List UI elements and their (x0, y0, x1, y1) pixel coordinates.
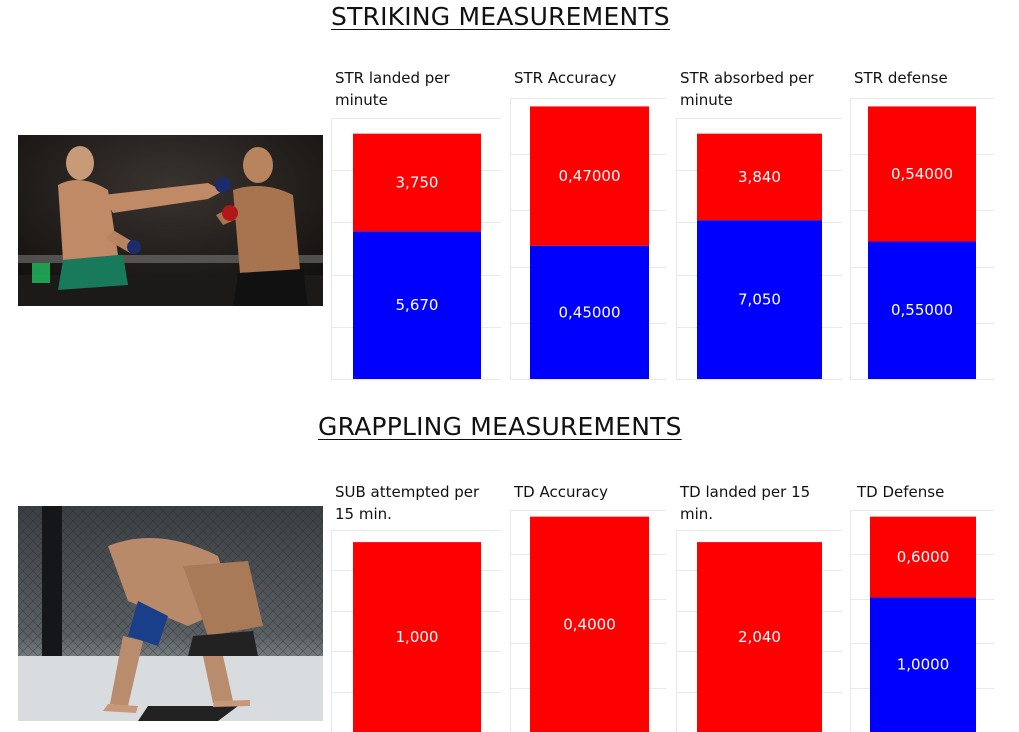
data-label-blue: 5,670 (396, 296, 439, 314)
chart-title-str-defense: STR defense (854, 69, 948, 87)
bar-segment-blue (870, 597, 976, 732)
bar-segment-red (353, 133, 481, 232)
data-label-red: 3,750 (396, 173, 439, 191)
chart-td-accuracy: 0,4000 (510, 510, 666, 732)
data-label-red: 3,840 (738, 168, 781, 186)
grappling-section-title: GRAPPLING MEASUREMENTS (318, 412, 682, 441)
chart-title-td-accuracy: TD Accuracy (514, 483, 608, 501)
data-label-blue: 1,0000 (897, 656, 950, 674)
data-label-red: 0,47000 (558, 167, 620, 185)
bar-segment-red (868, 106, 976, 242)
bar-segment-blue (530, 245, 649, 379)
chart-str-defense: 0,55000 0,54000 (850, 98, 994, 380)
chart-td-defense: 1,0000 0,6000 (850, 510, 994, 732)
bar-segment-red (353, 542, 481, 732)
chart-td-landed: 2,040 (676, 530, 842, 732)
data-label-red: 1,000 (396, 628, 439, 646)
data-label-red: 0,6000 (897, 548, 950, 566)
bar-segment-red (530, 516, 649, 732)
bar-segment-red (697, 133, 822, 221)
chart-sub-attempted: 1,000 (331, 530, 501, 732)
chart-str-landed: 5,670 3,750 (331, 118, 501, 380)
chart-str-accuracy: 0,45000 0,47000 (510, 98, 666, 380)
fighters-grappling-photo (18, 506, 323, 721)
data-label-blue: 7,050 (738, 291, 781, 309)
data-label-red: 0,54000 (891, 165, 953, 183)
bar-segment-red (697, 542, 822, 732)
chart-title-sub-attempted: SUB attempted per 15 min. (335, 483, 480, 523)
data-label-red: 2,040 (738, 628, 781, 646)
chart-title-str-landed: STR landed per minute (335, 69, 450, 109)
data-label-red: 0,4000 (563, 615, 616, 633)
data-label-blue: 0,45000 (558, 303, 620, 321)
chart-title-str-absorbed: STR absorbed per minute (680, 69, 814, 109)
fighters-punch-photo (18, 135, 323, 306)
bar-segment-red (530, 106, 649, 246)
data-label-blue: 0,55000 (891, 301, 953, 319)
chart-title-str-accuracy: STR Accuracy (514, 69, 617, 87)
bar-segment-blue (868, 241, 976, 379)
chart-title-td-defense: TD Defense (857, 483, 945, 501)
chart-title-td-landed: TD landed per 15 min. (680, 483, 811, 523)
bar-segment-blue (697, 220, 822, 379)
chart-str-absorbed: 7,050 3,840 (676, 118, 842, 380)
striking-section-title: STRIKING MEASUREMENTS (331, 2, 670, 31)
bar-segment-red (870, 516, 976, 598)
bar-segment-blue (353, 231, 481, 379)
